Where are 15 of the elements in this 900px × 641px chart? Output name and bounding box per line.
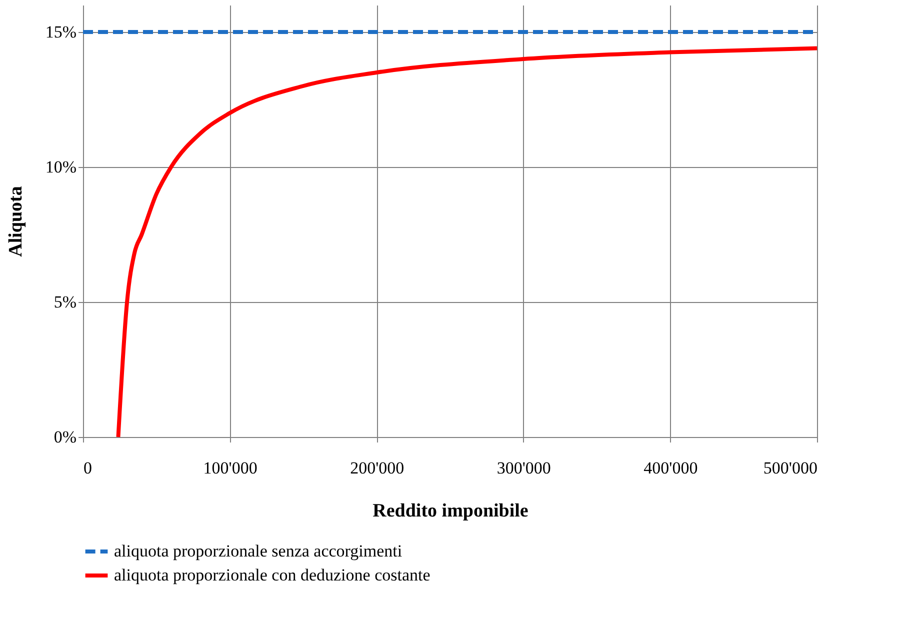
x-tick-label: 300'000 (496, 458, 551, 478)
x-tick-label: 0 (84, 458, 92, 478)
line-series (116, 46, 819, 439)
y-axis-title: Aliquota (5, 186, 26, 257)
y-tick-label: 10% (45, 158, 76, 176)
x-tick-label: 100'000 (203, 458, 258, 478)
x-tick-label: 200'000 (350, 458, 404, 478)
x-axis-title: Reddito imponibile (372, 500, 528, 522)
y-tick-label: 5% (54, 292, 76, 312)
x-tick-label: 400'000 (644, 458, 698, 478)
legend-label: aliquota proporzionale con deduzione costante (114, 566, 430, 584)
legend-label: aliquota proporzionale senza accorgimenti (114, 542, 402, 560)
y-tick-label: 0% (54, 428, 76, 446)
x-tick-label: 500'000 (763, 458, 818, 478)
y-tick-label: 15% (45, 22, 76, 42)
